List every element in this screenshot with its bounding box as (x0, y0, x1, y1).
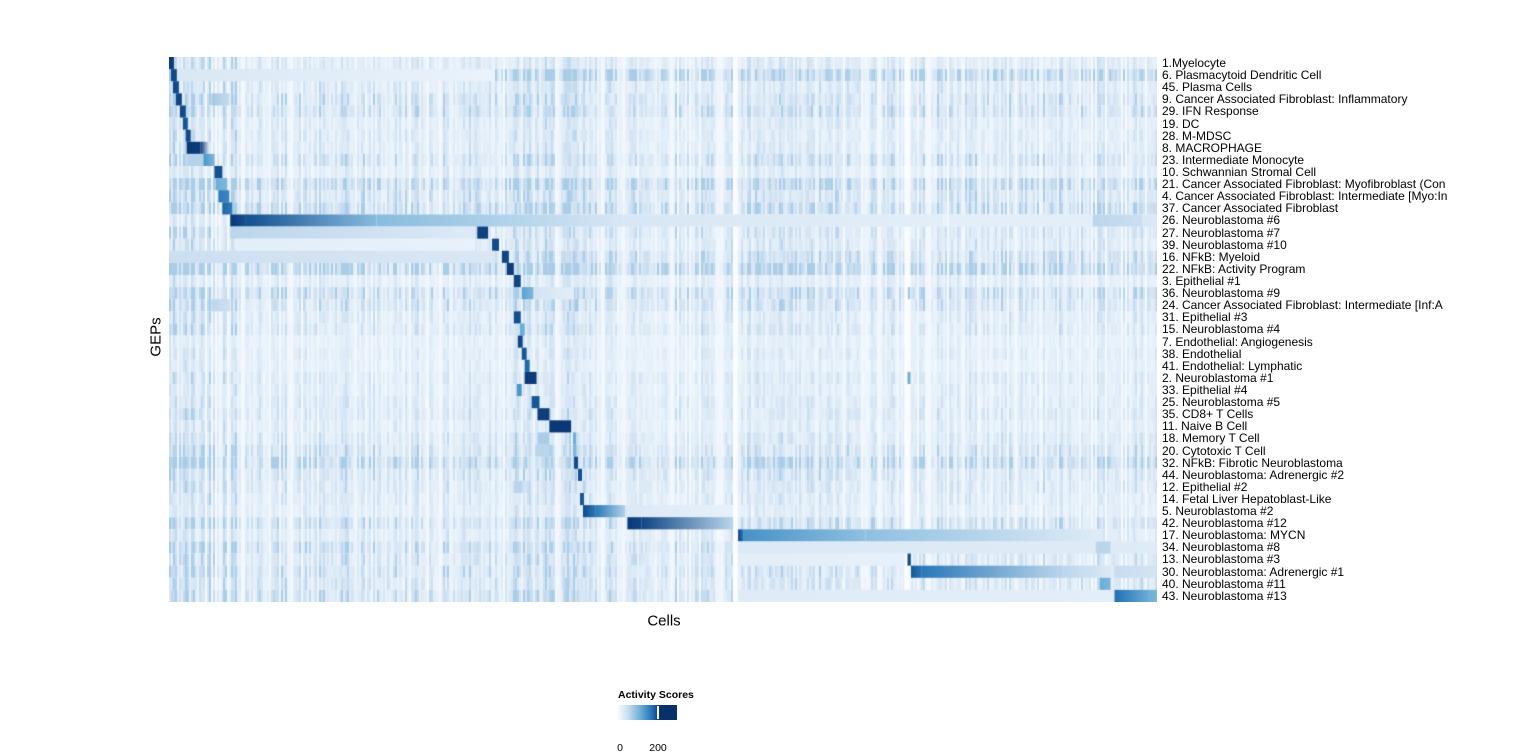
row-label: 14. Fetal Liver Hepatoblast-Like (1162, 491, 1332, 506)
row-label: 34. Neuroblastoma #8 (1162, 540, 1281, 555)
row-label: 35. CD8+ T Cells (1162, 407, 1254, 422)
row-label: 11. Naive B Cell (1162, 419, 1248, 434)
row-label: 3. Epithelial #1 (1162, 273, 1241, 288)
legend-tick-mark (657, 706, 659, 719)
y-axis-label: GEPs (147, 317, 165, 357)
row-label: 2. Neuroblastoma #1 (1162, 370, 1274, 385)
row-label: 40. Neuroblastoma #11 (1162, 576, 1286, 591)
legend: Activity Scores 0 200 (617, 689, 738, 754)
row-label: 30. Neuroblastoma: Adrenergic #1 (1162, 564, 1345, 579)
row-label: 39. Neuroblastoma #10 (1162, 237, 1287, 252)
legend-title: Activity Scores (618, 689, 694, 701)
legend-tick-label-200: 200 (649, 742, 667, 754)
row-label: 22. NFkB: Activity Program (1162, 261, 1306, 276)
row-label: 21. Cancer Associated Fibroblast: Myofib… (1162, 177, 1446, 192)
row-label: 23. Intermediate Monocyte (1162, 152, 1305, 167)
row-label: 44. Neuroblastoma: Adrenergic #2 (1162, 467, 1345, 482)
row-label: 36. Neuroblastoma #9 (1162, 286, 1281, 301)
row-label: 42. Neuroblastoma #12 (1162, 516, 1287, 531)
row-label: 28. M-MDSC (1162, 128, 1232, 143)
row-label: 25. Neuroblastoma #5 (1162, 395, 1281, 410)
row-label: 38. Endothelial (1162, 346, 1242, 361)
row-label: 8. MACROPHAGE (1162, 140, 1263, 155)
row-label: 4. Cancer Associated Fibroblast: Interme… (1162, 189, 1448, 204)
row-label: 33. Epithelial #4 (1162, 382, 1248, 397)
row-label: 6. Plasmacytoid Dendritic Cell (1162, 68, 1322, 83)
gep-row-labels: 1.Myelocyte 6. Plasmacytoid Dendritic Cel… (1162, 57, 1540, 602)
legend-colorbar (618, 705, 677, 720)
row-label: 16. NFkB: Myeloid (1162, 249, 1261, 264)
row-label: 7. Endothelial: Angiogenesis (1162, 334, 1313, 349)
row-label: 32. NFkB: Fibrotic Neuroblastoma (1162, 455, 1343, 470)
row-label: 18. Memory T Cell (1162, 431, 1260, 446)
row-label: 10. Schwannian Stromal Cell (1162, 164, 1317, 179)
row-label: 45. Plasma Cells (1162, 80, 1253, 95)
row-label: 13. Neuroblastoma #3 (1162, 552, 1281, 567)
x-axis-label: Cells (647, 612, 681, 630)
row-label: 12. Epithelial #2 (1162, 479, 1248, 494)
row-label: 26. Neuroblastoma #6 (1162, 213, 1281, 228)
row-label: 43. Neuroblastoma #13 (1162, 588, 1287, 603)
row-label: 24. Cancer Associated Fibroblast: Interm… (1162, 298, 1443, 313)
row-label: 17. Neuroblastoma: MYCN (1162, 528, 1306, 543)
row-label: 19. DC (1162, 116, 1200, 131)
legend-tick-label-0: 0 (617, 742, 623, 754)
row-label: 20. Cytotoxic T Cell (1162, 443, 1266, 458)
heatmap-matrix (169, 57, 1157, 602)
row-label: 37. Cancer Associated Fibroblast (1162, 201, 1339, 216)
row-label: 1.Myelocyte (1162, 56, 1227, 70)
row-label: 41. Endothelial: Lymphatic (1162, 358, 1303, 373)
row-label: 9. Cancer Associated Fibroblast: Inflamm… (1162, 92, 1408, 107)
row-label: 27. Neuroblastoma #7 (1162, 225, 1281, 240)
row-label: 31. Epithelial #3 (1162, 310, 1248, 325)
row-label: 15. Neuroblastoma #4 (1162, 322, 1281, 337)
row-label: 29. IFN Response (1162, 104, 1259, 119)
row-label: 5. Neuroblastoma #2 (1162, 504, 1274, 519)
